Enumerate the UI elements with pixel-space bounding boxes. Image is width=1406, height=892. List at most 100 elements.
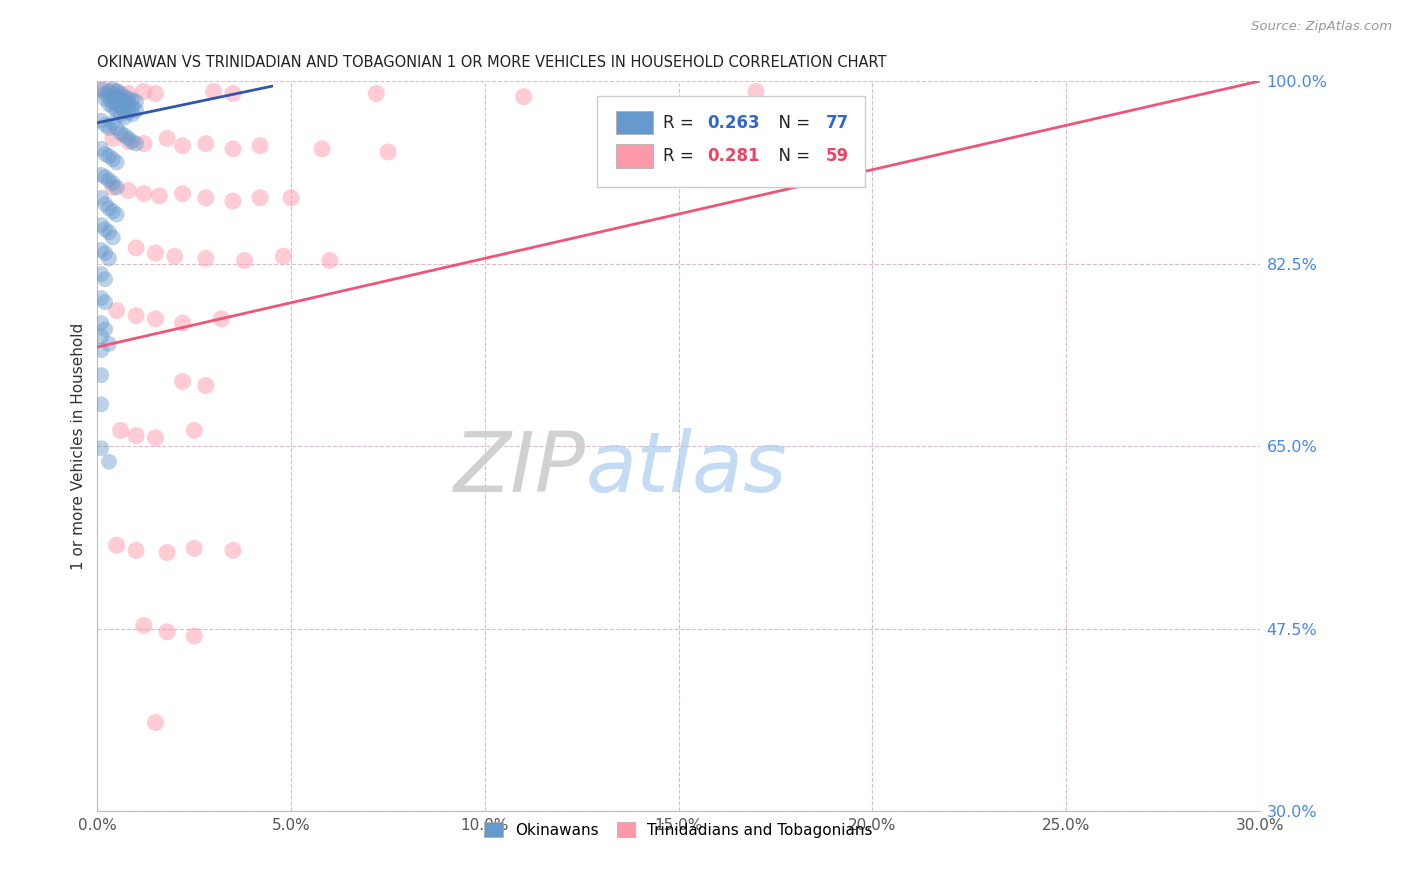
Point — [194, 191, 217, 205]
Point — [101, 87, 124, 102]
Text: 0.281: 0.281 — [707, 147, 761, 165]
Point — [273, 249, 295, 263]
Point — [183, 541, 205, 556]
Point — [512, 89, 534, 103]
Point — [132, 186, 155, 201]
Point — [117, 98, 139, 112]
Text: R =: R = — [664, 147, 699, 165]
FancyBboxPatch shape — [616, 111, 652, 135]
Point — [101, 230, 124, 244]
Point — [90, 113, 112, 128]
Point — [117, 131, 139, 145]
Point — [172, 138, 194, 153]
Point — [90, 368, 112, 383]
Point — [114, 95, 136, 109]
Point — [105, 85, 128, 99]
Point — [745, 85, 768, 99]
Point — [94, 147, 117, 161]
Point — [98, 455, 121, 469]
Point — [105, 538, 128, 552]
Point — [101, 95, 124, 109]
Point — [101, 176, 124, 190]
Point — [105, 103, 128, 118]
Point — [145, 311, 167, 326]
Point — [156, 131, 179, 145]
Point — [194, 136, 217, 151]
Point — [110, 424, 132, 438]
Point — [148, 188, 170, 202]
Point — [105, 85, 128, 99]
Point — [121, 135, 143, 149]
Point — [90, 267, 112, 281]
Point — [101, 116, 124, 130]
Point — [101, 153, 124, 167]
Point — [194, 252, 217, 266]
Point — [183, 424, 205, 438]
Point — [98, 225, 121, 239]
Point — [117, 92, 139, 106]
Point — [110, 87, 132, 101]
Point — [114, 128, 136, 143]
Point — [98, 337, 121, 351]
Point — [222, 87, 245, 101]
Point — [98, 89, 121, 103]
Point — [125, 428, 148, 442]
Point — [125, 241, 148, 255]
Point — [117, 105, 139, 120]
Point — [114, 89, 136, 103]
Point — [98, 85, 121, 99]
Point — [172, 186, 194, 201]
Point — [156, 624, 179, 639]
Point — [280, 191, 302, 205]
Point — [105, 120, 128, 135]
Point — [132, 618, 155, 632]
Point — [117, 87, 139, 101]
Point — [101, 131, 124, 145]
Point — [90, 191, 112, 205]
Text: N =: N = — [768, 113, 815, 132]
Point — [194, 378, 217, 392]
Point — [172, 316, 194, 330]
Point — [94, 295, 117, 310]
Point — [98, 252, 121, 266]
Point — [121, 107, 143, 121]
Point — [117, 184, 139, 198]
Point — [101, 82, 124, 96]
Text: atlas: atlas — [585, 427, 787, 508]
Point — [145, 715, 167, 730]
Point — [209, 311, 232, 326]
Legend: Okinawans, Trinidadians and Tobagonians: Okinawans, Trinidadians and Tobagonians — [478, 815, 879, 844]
Point — [132, 85, 155, 99]
Point — [117, 135, 139, 149]
Text: 77: 77 — [827, 113, 849, 132]
Point — [90, 329, 112, 343]
Point — [121, 100, 143, 114]
Point — [125, 95, 148, 109]
Point — [121, 93, 143, 107]
Point — [101, 180, 124, 194]
Point — [222, 142, 245, 156]
Text: 59: 59 — [827, 147, 849, 165]
Point — [90, 316, 112, 330]
Point — [90, 82, 112, 96]
Point — [311, 142, 333, 156]
Point — [628, 147, 651, 161]
Point — [125, 309, 148, 323]
Point — [366, 87, 388, 101]
Point — [114, 103, 136, 118]
Point — [183, 629, 205, 643]
Point — [94, 197, 117, 211]
Text: OKINAWAN VS TRINIDADIAN AND TOBAGONIAN 1 OR MORE VEHICLES IN HOUSEHOLD CORRELATI: OKINAWAN VS TRINIDADIAN AND TOBAGONIAN 1… — [97, 55, 887, 70]
Text: N =: N = — [768, 147, 815, 165]
Point — [98, 120, 121, 135]
Point — [145, 431, 167, 445]
Point — [105, 180, 128, 194]
Point — [98, 202, 121, 216]
Point — [105, 303, 128, 318]
Point — [94, 322, 117, 336]
Point — [101, 100, 124, 114]
Point — [222, 194, 245, 208]
Point — [125, 103, 148, 118]
Point — [114, 111, 136, 125]
Point — [94, 118, 117, 132]
